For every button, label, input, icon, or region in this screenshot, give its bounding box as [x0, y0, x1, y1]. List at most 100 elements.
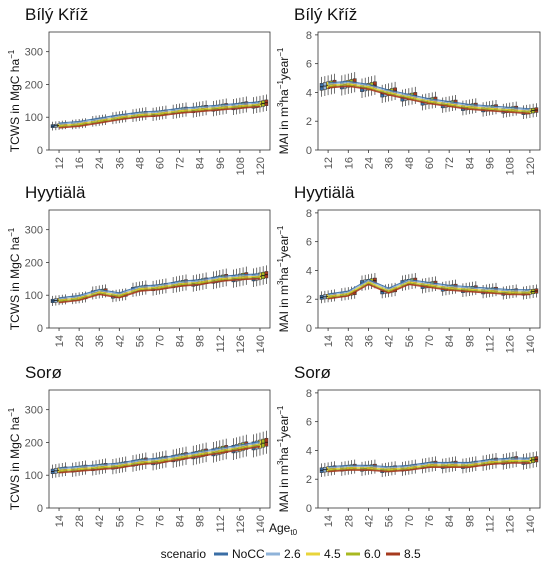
x-tick-label: 36 — [363, 335, 375, 347]
x-tick-label: 140 — [255, 515, 267, 533]
x-tick-label: 72 — [444, 157, 456, 169]
y-tick-label: 200 — [25, 257, 43, 269]
trend-line-2.6 — [328, 458, 530, 469]
x-tick-label: 48 — [134, 157, 146, 169]
trend-line-NoCC — [328, 80, 530, 110]
x-tick-label: 70 — [155, 335, 167, 347]
y-tick-label: 2 — [306, 474, 312, 486]
x-tick-label: 126 — [505, 515, 517, 533]
x-tick-label: 76 — [424, 515, 436, 527]
trend-line-6.0 — [59, 444, 261, 473]
trend-line-4.5 — [328, 281, 530, 297]
y-axis-label: TCWS in MgC ha−1 — [7, 49, 22, 152]
trend-line-4.5 — [58, 275, 260, 301]
trend-line-6.0 — [328, 282, 530, 299]
y-tick-label: 300 — [25, 225, 43, 237]
x-tick-label: 120 — [255, 157, 267, 175]
trend-line-NoCC — [328, 457, 530, 468]
trend-line-NoCC — [328, 278, 530, 295]
x-tick-label: 56 — [114, 515, 126, 527]
x-tick-label: 42 — [384, 335, 396, 347]
x-tick-label: 56 — [404, 335, 416, 347]
trend-line-4.5 — [328, 459, 530, 470]
x-tick-label: 42 — [94, 515, 106, 527]
legend-label: 6.0 — [364, 547, 381, 561]
y-tick-label: 4 — [306, 87, 312, 99]
y-tick-label: 0 — [306, 323, 312, 335]
legend-label: 4.5 — [324, 547, 341, 561]
y-tick-label: 0 — [37, 503, 43, 515]
x-tick-label: 16 — [343, 157, 355, 169]
x-tick-label: 112 — [215, 335, 227, 353]
panel-title: Bílý Kříž — [25, 5, 88, 24]
x-tick-label: 36 — [94, 335, 106, 347]
trend-line-8.5 — [327, 283, 530, 300]
trend-line-2.6 — [328, 280, 530, 296]
trend-line-8.5 — [58, 105, 261, 129]
x-tick-label: 56 — [134, 335, 146, 347]
legend: scenario NoCC 2.6 4.5 6.0 8.5 — [161, 547, 421, 561]
plot-frame — [317, 209, 541, 329]
plot-frame — [48, 209, 271, 329]
x-tick-label: 12 — [323, 157, 335, 169]
x-tick-label: 126 — [235, 335, 247, 353]
plot-frame — [48, 31, 271, 151]
x-tick-label: 16 — [74, 157, 86, 169]
x-tick-label: 14 — [54, 515, 66, 527]
trend-line-NoCC — [59, 101, 260, 124]
plot-frame — [317, 389, 541, 509]
x-tick-label: 36 — [384, 157, 396, 169]
panel-4: Hyytiälä 0 2 4 6 8 MAI in m3ha−1year−1 14 28 36 42… — [276, 183, 541, 353]
x-tick-label: 126 — [505, 335, 517, 353]
y-tick-label: 200 — [25, 437, 43, 449]
x-tick-label: 84 — [175, 335, 187, 347]
y-tick-label: 0 — [306, 503, 312, 515]
y-tick-label: 6 — [306, 59, 312, 71]
y-tick-label: 100 — [25, 112, 43, 124]
y-tick-label: 4 — [306, 265, 312, 277]
x-tick-label: 28 — [74, 515, 86, 527]
x-tick-label: 112 — [485, 515, 497, 533]
x-tick-label: 42 — [114, 335, 126, 347]
x-tick-label: 14 — [54, 335, 66, 347]
trend-line-4.5 — [328, 83, 530, 112]
x-tick-label: 42 — [363, 515, 375, 527]
panel-title: Hyytiälä — [294, 183, 355, 202]
y-tick-label: 4 — [306, 445, 312, 457]
y-tick-label: 200 — [25, 79, 43, 91]
trend-line-8.5 — [328, 462, 530, 473]
legend-label: NoCC — [232, 547, 265, 561]
trend-line-NoCC — [59, 441, 261, 469]
x-tick-label: 76 — [155, 515, 167, 527]
y-tick-label: 2 — [306, 116, 312, 128]
x-tick-label: 126 — [235, 515, 247, 533]
panel-title: Bílý Kříž — [294, 5, 357, 24]
y-tick-label: 8 — [306, 388, 312, 400]
x-tick-label: 28 — [74, 335, 86, 347]
y-tick-label: 6 — [306, 417, 312, 429]
x-tick-label: 112 — [485, 335, 497, 353]
x-tick-label: 98 — [464, 515, 476, 527]
x-tick-label: 14 — [323, 335, 335, 347]
x-tick-label: 24 — [94, 157, 106, 169]
x-tick-label: 140 — [255, 335, 267, 353]
trend-line-4.5 — [59, 443, 261, 471]
trend-line-6.0 — [328, 84, 530, 113]
legend-label: 8.5 — [404, 547, 421, 561]
trend-line-2.6 — [58, 274, 260, 300]
trend-line-2.6 — [59, 102, 260, 125]
x-tick-label: 28 — [343, 515, 355, 527]
x-tick-label: 98 — [195, 335, 207, 347]
x-tick-label: 84 — [464, 157, 476, 169]
x-tick-label: 108 — [235, 157, 247, 175]
x-tick-label: 72 — [175, 157, 187, 169]
y-tick-label: 100 — [25, 470, 43, 482]
x-tick-label: 120 — [525, 157, 537, 175]
y-axis-label: TCWS in MgC ha−1 — [7, 227, 22, 330]
x-tick-label: 70 — [404, 515, 416, 527]
